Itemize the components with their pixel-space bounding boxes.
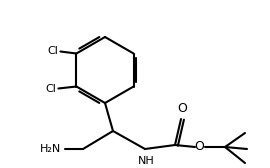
Text: O: O <box>194 140 204 154</box>
Text: H₂N: H₂N <box>40 144 61 154</box>
Text: O: O <box>177 102 187 115</box>
Text: NH: NH <box>138 156 154 166</box>
Text: Cl: Cl <box>46 83 56 94</box>
Text: Cl: Cl <box>48 46 58 55</box>
